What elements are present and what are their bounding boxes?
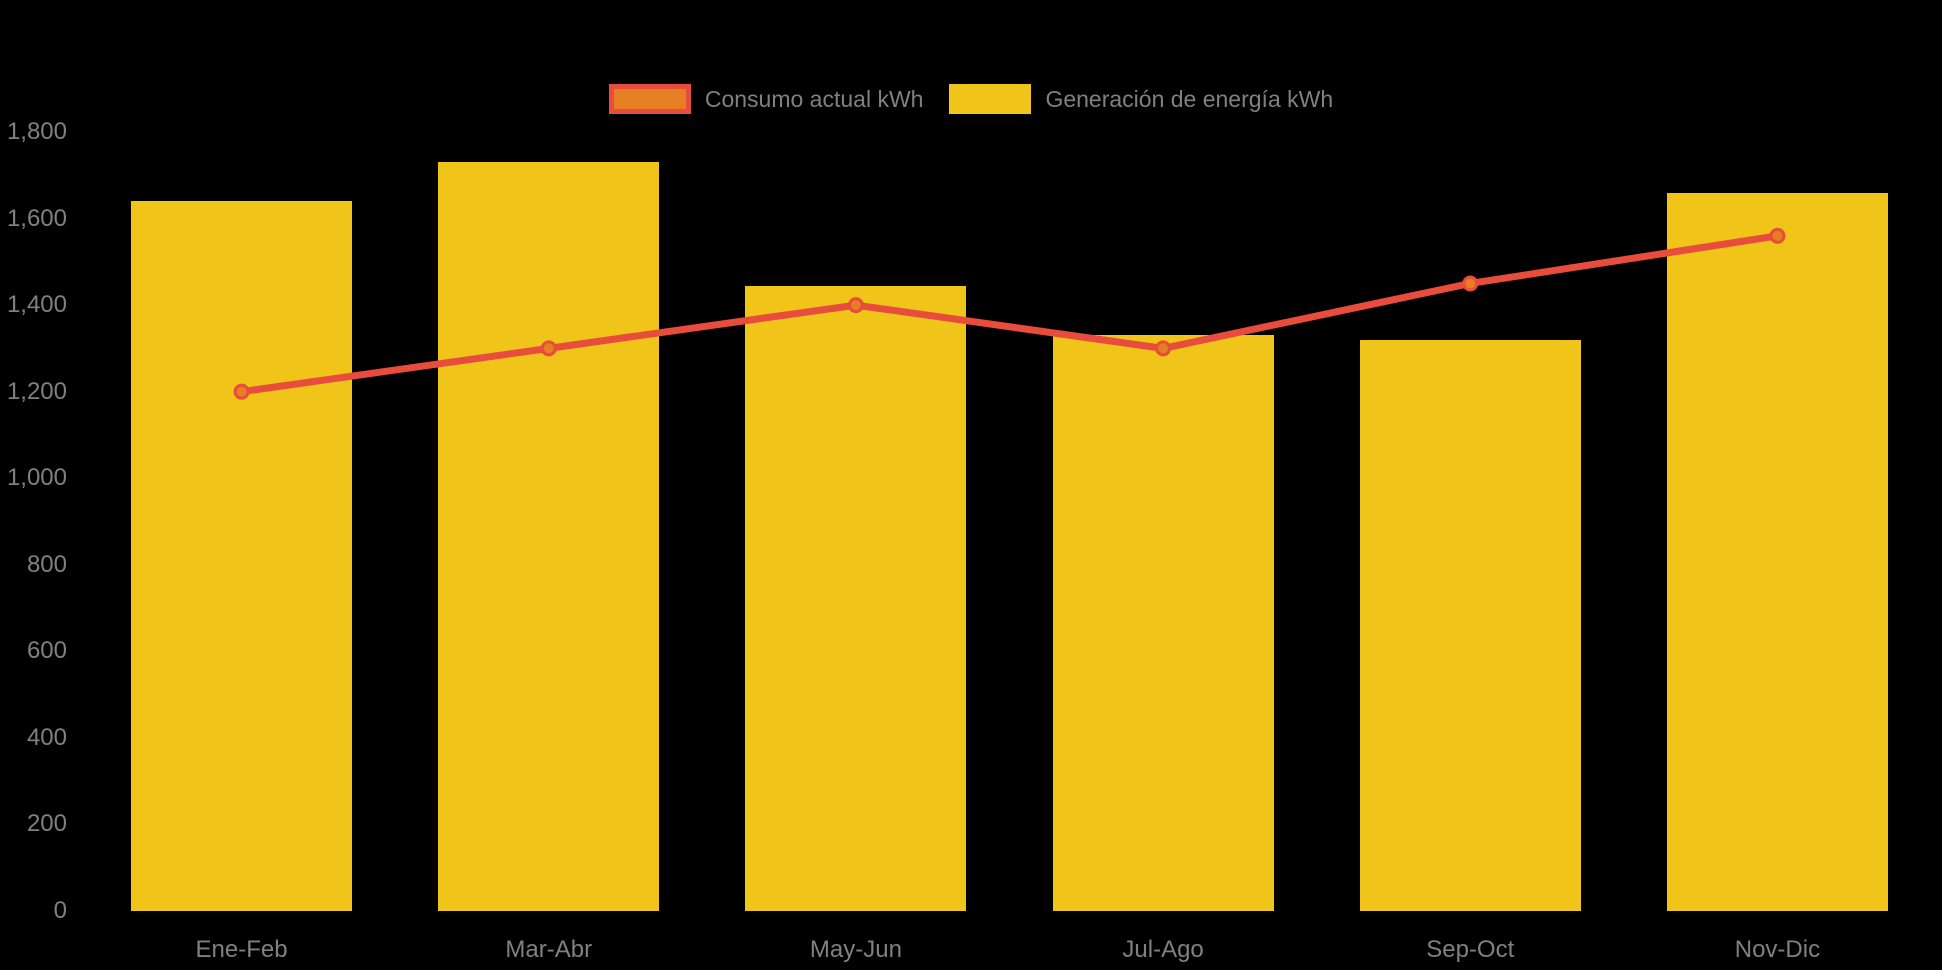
y-axis-tick-label: 600: [26, 637, 67, 665]
x-axis-category-label: Nov-Dic: [1734, 936, 1821, 963]
x-axis-category-label: Jul-Ago: [1122, 936, 1204, 963]
bar-generacion: [745, 285, 967, 911]
y-axis-tick-label: 800: [26, 550, 67, 578]
y-axis-tick-label: 1,800: [6, 118, 67, 145]
consumo-line-point: [1155, 340, 1172, 357]
consumo-line-point: [540, 340, 557, 357]
x-axis-category-label: Sep-Oct: [1426, 936, 1515, 963]
y-axis-tick-label: 400: [26, 723, 67, 751]
x-axis-category-label: Ene-Feb: [195, 936, 288, 963]
bar-generacion: [1359, 339, 1581, 911]
legend-item-consumo[interactable]: Consumo actual kWh: [608, 84, 924, 114]
y-axis-tick-label: 1,000: [6, 464, 67, 492]
y-axis-tick-label: 1,400: [6, 291, 67, 319]
y-axis-tick-label: 1,200: [6, 377, 67, 405]
bar-generacion: [1666, 192, 1888, 911]
bar-generacion: [1052, 335, 1274, 911]
legend-swatch-generacion: [949, 84, 1032, 114]
legend-label-consumo: Consumo actual kWh: [704, 85, 924, 112]
y-axis-tick-label: 200: [26, 810, 67, 838]
y-axis-tick-label: 1,600: [6, 204, 67, 232]
consumo-line-point: [233, 383, 250, 400]
bar-generacion: [438, 162, 660, 911]
consumo-line: [241, 232, 1778, 396]
x-axis-category-label: Mar-Abr: [505, 936, 593, 963]
consumo-line-point: [1769, 227, 1786, 244]
consumo-line-point: [847, 297, 864, 314]
bar-generacion: [131, 201, 353, 911]
y-axis-tick-label: 0: [53, 897, 67, 924]
legend: Consumo actual kWh Generación de energía…: [0, 84, 1942, 114]
consumo-line-point: [1462, 275, 1479, 292]
x-axis-category-label: May-Jun: [809, 936, 902, 963]
legend-label-generacion: Generación de energía kWh: [1045, 85, 1334, 112]
legend-swatch-consumo: [608, 84, 691, 114]
legend-item-generacion[interactable]: Generación de energía kWh: [949, 84, 1333, 114]
